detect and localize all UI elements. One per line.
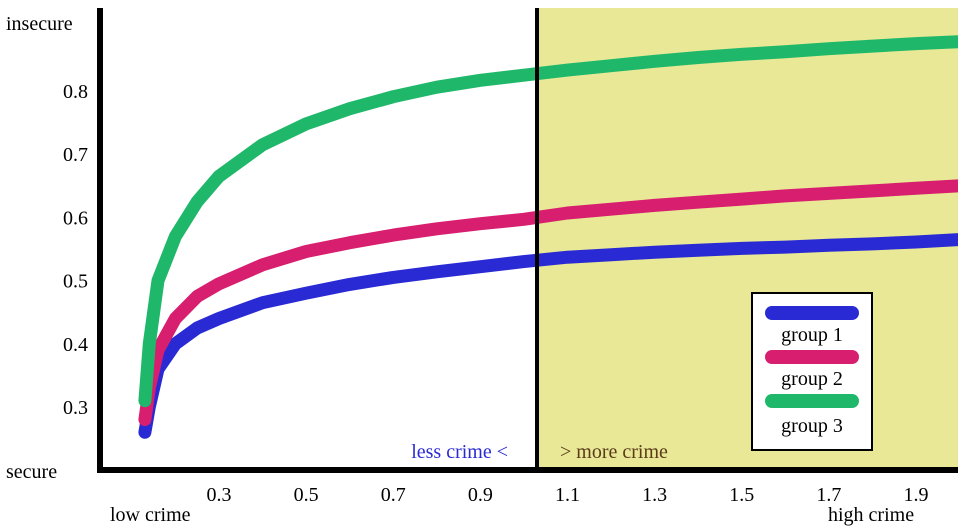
y-tick-label: 0.5 (63, 271, 88, 293)
legend: group 1 group 2 group 3 (751, 292, 873, 451)
x-tick-label: 1.5 (729, 484, 754, 506)
legend-label-group-2: group 2 (781, 368, 843, 390)
legend-label-group-3: group 3 (781, 415, 843, 437)
y-tick-label: 0.7 (63, 144, 88, 166)
series-line-group-3 (138, 35, 958, 408)
x-tick-label: 1.1 (555, 484, 580, 506)
series-line-group-1 (138, 233, 958, 439)
y-tick-label: 0.3 (63, 397, 88, 419)
x-right-label: high crime (828, 504, 914, 526)
y-tick-label: 0.6 (63, 207, 88, 229)
x-left-label: low crime (110, 504, 191, 526)
x-tick-label: 1.7 (816, 484, 841, 506)
y-bottom-label: secure (6, 461, 57, 483)
x-tick-label: 0.3 (207, 484, 232, 506)
y-tick-label: 0.8 (63, 81, 88, 103)
x-tick-label: 0.9 (468, 484, 493, 506)
y-tick-label: 0.4 (63, 334, 88, 356)
y-tick-labels: 0.3 0.4 0.5 0.6 0.7 0.8 (63, 81, 88, 419)
x-tick-label: 0.5 (294, 484, 319, 506)
x-tick-label: 1.9 (904, 484, 929, 506)
series-layer (138, 35, 958, 439)
series-line-group-2 (138, 179, 958, 427)
legend-label-group-1: group 1 (781, 324, 843, 346)
x-tick-label: 0.7 (381, 484, 406, 506)
x-tick-labels: 0.3 0.5 0.7 0.9 1.1 1.3 1.5 1.7 1.9 (207, 484, 929, 506)
x-tick-label: 1.3 (642, 484, 667, 506)
y-top-label: insecure (6, 13, 73, 35)
more-crime-label: > more crime (560, 441, 668, 463)
less-crime-label: less crime < (411, 441, 508, 463)
